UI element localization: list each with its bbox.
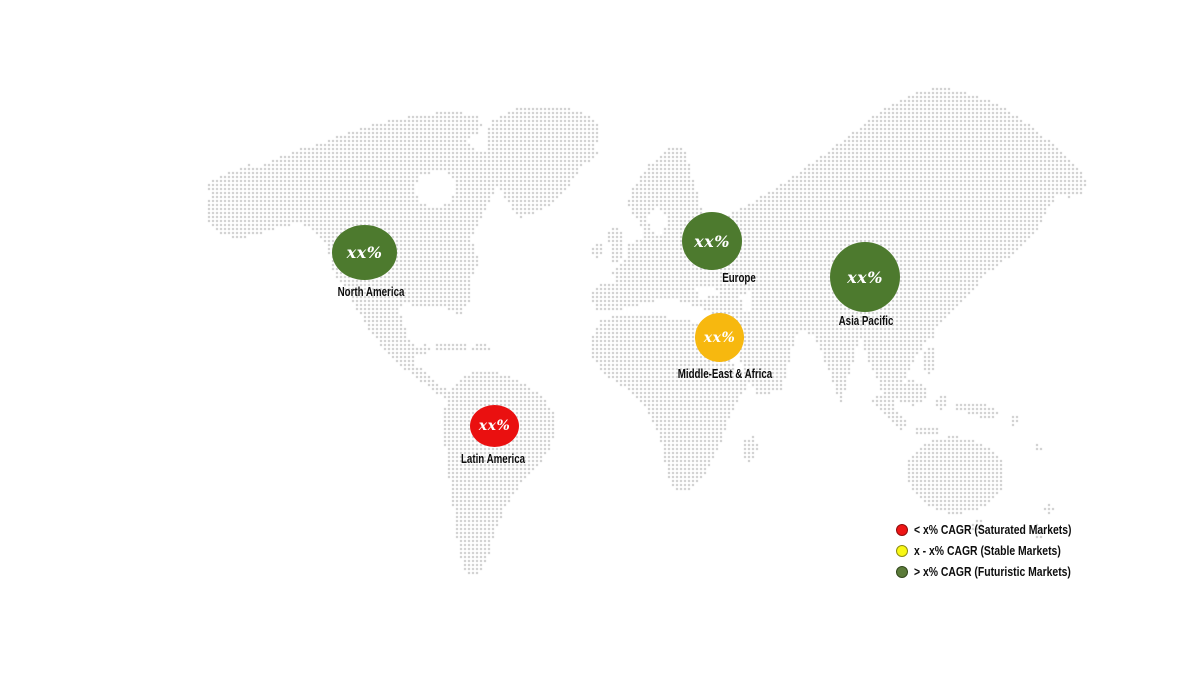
bubble-value-north-america: xx% (346, 243, 383, 262)
label-asia-pacific: Asia Pacific (838, 314, 894, 328)
bubble-value-asia-pacific: xx% (847, 267, 883, 287)
bubble-europe: xx% (682, 212, 742, 270)
bubble-value-middle-east-africa: xx% (703, 329, 736, 346)
label-north-america: North America (337, 285, 405, 299)
legend-dot-stable (896, 544, 908, 557)
legend: < x% CAGR (Saturated Markets) x - x% CAG… (896, 519, 1111, 582)
bubble-value-latin-america: xx% (478, 418, 511, 434)
bubble-north-america: xx% (332, 225, 397, 280)
legend-label-futuristic: > x% CAGR (Futuristic Markets) (914, 564, 1071, 579)
bubble-asia-pacific: xx% (830, 242, 900, 312)
legend-item-saturated: < x% CAGR (Saturated Markets) (896, 519, 1111, 540)
legend-label-stable: x - x% CAGR (Stable Markets) (914, 543, 1061, 558)
label-europe: Europe (722, 271, 756, 285)
bubble-latin-america: xx% (470, 405, 519, 447)
legend-label-saturated: < x% CAGR (Saturated Markets) (914, 522, 1072, 537)
legend-item-stable: x - x% CAGR (Stable Markets) (896, 540, 1111, 561)
legend-item-futuristic: > x% CAGR (Futuristic Markets) (896, 561, 1111, 582)
bubble-value-europe: xx% (694, 231, 730, 251)
legend-dot-saturated (896, 523, 908, 536)
legend-dot-futuristic (896, 565, 908, 578)
label-middle-east-africa: Middle-East & Africa (677, 367, 773, 381)
bubble-middle-east-africa: xx% (695, 313, 744, 362)
label-latin-america: Latin America (460, 452, 526, 466)
